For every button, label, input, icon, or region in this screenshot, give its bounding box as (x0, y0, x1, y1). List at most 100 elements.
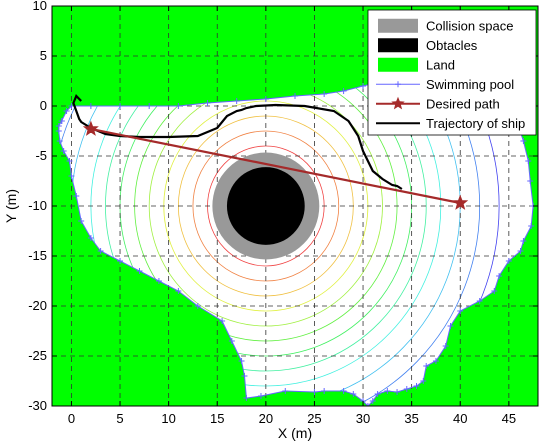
y-tick-label: -15 (28, 248, 47, 263)
x-tick-label: 0 (68, 411, 75, 426)
x-axis-ticks: 0 5 10 15 20 25 30 35 40 45 (68, 6, 516, 426)
pool-boundary-marker (442, 343, 449, 349)
x-tick-label: 10 (161, 411, 175, 426)
pool-boundary-marker (194, 303, 201, 309)
pool-boundary-marker (87, 235, 94, 241)
obstacle (226, 167, 305, 245)
pool-boundary-marker (257, 393, 264, 399)
pool-boundary-marker (374, 391, 381, 397)
pool-boundary-marker (87, 103, 94, 109)
pool-boundary-marker (146, 103, 153, 109)
contour-line (58, 51, 500, 406)
legend-label: Trajectory of ship (426, 116, 525, 131)
pool-boundary-marker (58, 118, 65, 124)
pool-boundary-marker (369, 398, 376, 404)
pool-boundary-marker (243, 395, 250, 401)
pool-boundary-marker (68, 173, 75, 179)
y-tick-label: 0 (40, 98, 47, 113)
x-tick-label: 25 (307, 411, 321, 426)
pool-boundary-marker (66, 158, 73, 164)
y-tick-label: -25 (28, 348, 47, 363)
pool-boundary-marker (292, 93, 298, 99)
pool-boundary-marker (73, 193, 80, 199)
pool-boundary-marker (233, 98, 240, 104)
legend-label: Land (426, 57, 455, 72)
pool-boundary-marker (228, 338, 235, 344)
pool-boundary-marker (175, 288, 182, 294)
desired-path (90, 127, 461, 205)
x-tick-label: 15 (210, 411, 224, 426)
y-axis-ticks: 10 5 0 -5 -10 -15 -20 -25 -30 (28, 0, 538, 413)
pool-boundary-marker (525, 158, 532, 164)
x-tick-label: 40 (453, 411, 467, 426)
pool-boundary-marker (457, 308, 464, 314)
x-tick-label: 35 (404, 411, 418, 426)
y-tick-label: 10 (33, 0, 47, 13)
y-tick-label: -20 (28, 298, 47, 313)
pool-boundary-marker (394, 389, 401, 395)
legend-label: Desired path (426, 96, 500, 111)
legend-label: Obtacles (426, 38, 478, 53)
x-tick-label: 20 (259, 411, 273, 426)
pool-boundary-marker (505, 258, 512, 264)
pool-boundary-marker (60, 148, 67, 154)
trajectory-of-ship (72, 94, 403, 190)
pool-boundary-marker (97, 248, 104, 254)
legend: Collision space Obtacles Land Swimming pool… (367, 9, 537, 136)
x-tick-label: 45 (502, 411, 516, 426)
legend-swatch-desired-star (391, 96, 405, 110)
swimming-pool-boundary (58, 50, 534, 406)
pool-boundary-marker (527, 178, 534, 184)
pool-boundary-marker (491, 288, 498, 294)
pool-boundary-marker (136, 268, 143, 274)
pool-boundary-marker (321, 388, 328, 394)
pool-boundary-marker (520, 138, 527, 144)
y-tick-label: 5 (40, 48, 47, 63)
desired-path-markers (82, 120, 469, 210)
pool-boundary-marker (520, 238, 527, 244)
pool-boundary-marker (420, 378, 427, 384)
legend-swatch-land (378, 57, 418, 72)
pool-boundary-marker (63, 108, 70, 114)
pool-boundary-marker (321, 91, 328, 97)
pool-boundary-marker (219, 318, 226, 324)
legend-swatch-obstacle (378, 38, 418, 53)
pool-boundary-marker (423, 363, 430, 369)
pool-boundary-marker (403, 386, 410, 392)
pool-boundary-marker (360, 83, 367, 89)
pool-boundary-marker (78, 218, 85, 224)
pool-boundary-marker (117, 258, 124, 264)
y-axis-label: Y (m) (3, 189, 19, 223)
pool-boundary-marker (432, 358, 439, 364)
desired-path-star (452, 194, 469, 210)
pool-boundary-marker (413, 383, 420, 389)
desired-path-star (82, 120, 99, 136)
x-axis-label: X (m) (278, 425, 312, 441)
pool-boundary-marker (55, 123, 62, 129)
legend-label: Swimming pool (426, 77, 514, 92)
pool-boundary-marker (447, 323, 454, 329)
legend-swatch-collision (378, 18, 418, 33)
pool-boundary-marker (241, 373, 248, 379)
pool-boundary-marker (496, 273, 503, 279)
y-tick-label: -5 (35, 148, 47, 163)
pool-boundary-marker (340, 88, 347, 94)
x-tick-label: 30 (356, 411, 370, 426)
pool-boundary-marker (238, 358, 245, 364)
y-tick-label: -10 (28, 198, 47, 213)
pool-boundary-marker (204, 100, 211, 106)
legend-label: Collision space (426, 18, 513, 33)
pool-boundary-marker (56, 138, 63, 144)
pool-boundary-marker (311, 389, 318, 395)
y-tick-label: -30 (28, 398, 47, 413)
pool-boundary-marker (517, 248, 524, 254)
legend-swatch-pool-marker (395, 81, 401, 88)
pool-boundary-marker (340, 388, 347, 394)
pool-boundary-marker (175, 103, 182, 109)
x-tick-label: 5 (116, 411, 123, 426)
pool-boundary-marker (262, 96, 269, 102)
pool-boundary-marker (350, 391, 357, 397)
pool-boundary-marker (155, 278, 162, 284)
pool-boundary-marker (282, 388, 289, 394)
